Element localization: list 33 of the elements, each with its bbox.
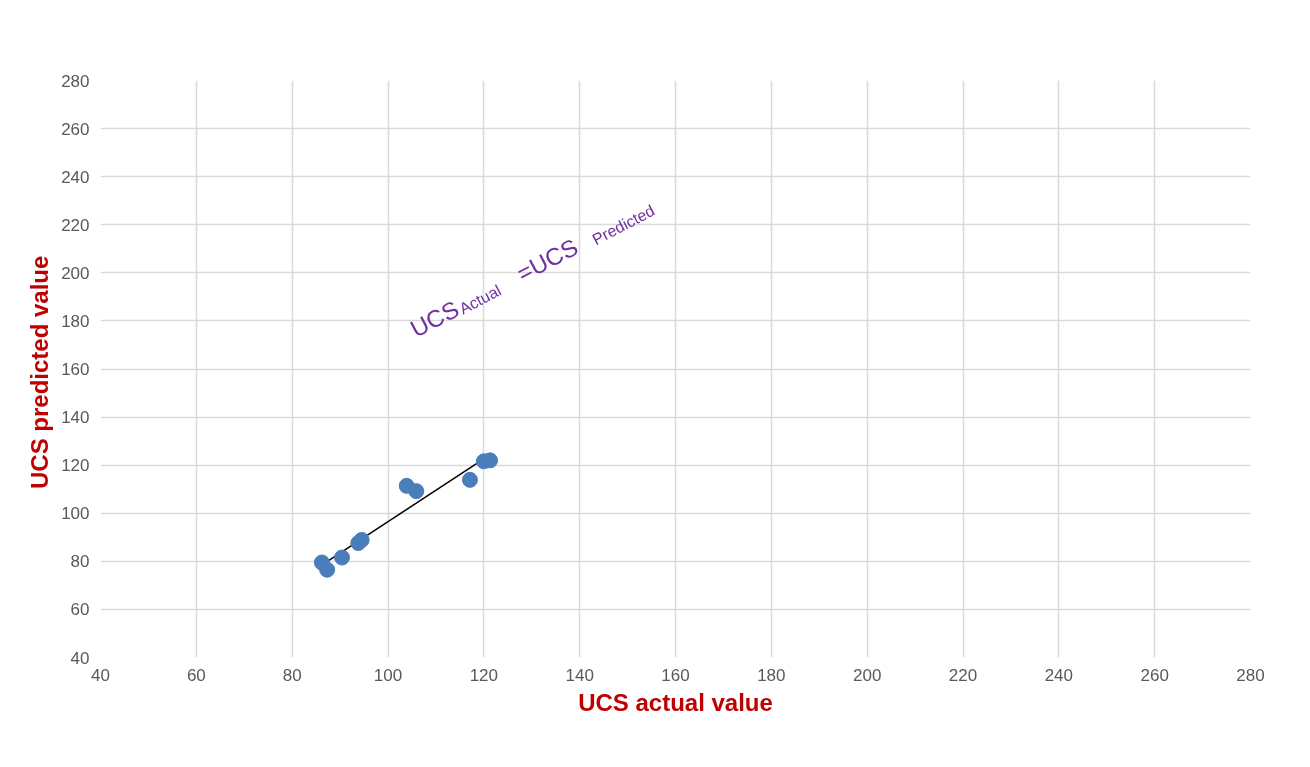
y-axis-title: UCS predicted value (26, 255, 54, 490)
x-tick-label: 220 (948, 665, 978, 685)
y-tick-label: 200 (61, 263, 90, 283)
x-tick-label: 80 (282, 665, 302, 685)
point (461, 471, 478, 488)
x-tick-label: 40 (91, 665, 110, 685)
point (353, 531, 370, 548)
x-tick-label: 160 (661, 665, 690, 685)
y-tick-label: 180 (61, 311, 90, 331)
y-tick-label: 140 (61, 408, 90, 428)
x-tick-label: 140 (565, 665, 594, 685)
x-tick-label: 180 (757, 665, 786, 685)
x-tick-label: 200 (852, 665, 882, 685)
y-tick-label: 220 (61, 215, 90, 235)
x-tick-label: 240 (1044, 665, 1074, 685)
point (408, 483, 425, 500)
x-tick-label: 280 (1236, 665, 1265, 685)
x-tick-label: 60 (186, 665, 206, 685)
x-tick-label: 260 (1140, 665, 1169, 685)
y-tick-label: 100 (61, 504, 90, 524)
y-tick-label: 60 (70, 600, 90, 620)
y-tick-label: 40 (70, 648, 90, 668)
x-tick-label: 100 (373, 665, 403, 685)
y-tick-label: 80 (70, 552, 90, 572)
point (334, 549, 350, 566)
point (319, 561, 336, 578)
y-tick-label: 160 (61, 360, 90, 379)
x-axis-title: UCS actual value (578, 688, 773, 716)
x-tick-label: 120 (469, 665, 499, 685)
y-tick-label: 260 (61, 119, 90, 139)
y-tick-label: 280 (61, 71, 90, 91)
y-tick-label: 120 (61, 456, 90, 476)
y-tick-label: 240 (61, 167, 90, 187)
